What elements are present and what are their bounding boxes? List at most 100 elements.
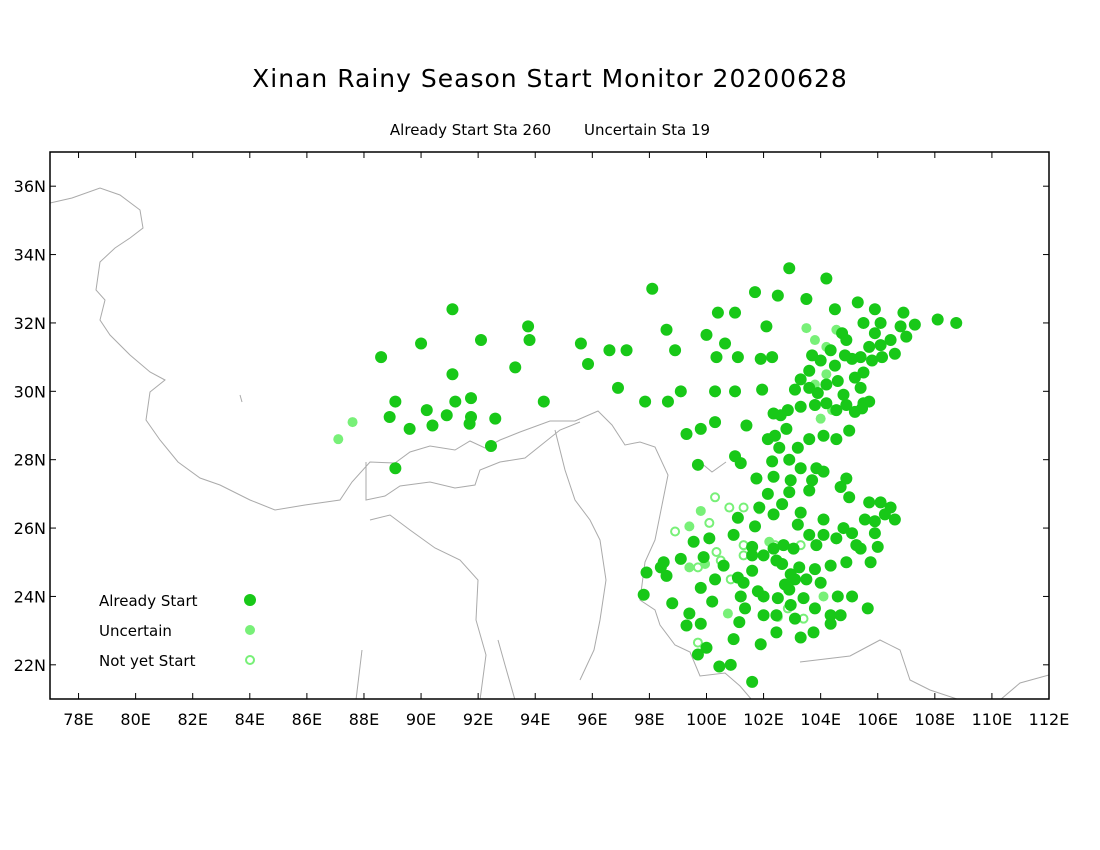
station-already — [767, 508, 780, 521]
station-already — [674, 385, 687, 398]
station-already — [811, 387, 824, 400]
station-already — [814, 354, 827, 367]
border-line — [497, 639, 516, 699]
station-already — [854, 381, 867, 394]
station-already — [846, 590, 859, 603]
station-already — [820, 397, 833, 410]
x-tick-label: 82E — [177, 710, 207, 729]
station-already — [874, 339, 887, 352]
x-tick-label: 78E — [63, 710, 93, 729]
station-already — [771, 592, 784, 605]
map-frame — [49, 151, 1050, 700]
station-already — [484, 440, 497, 453]
uncertain-count: Uncertain Sta 19 — [583, 121, 711, 139]
station-already — [808, 602, 821, 615]
legend-markers — [244, 594, 256, 665]
station-already — [620, 344, 633, 357]
station-already — [709, 416, 722, 429]
station-already — [888, 347, 901, 360]
station-already — [808, 563, 821, 576]
station-already — [449, 395, 462, 408]
border-line — [369, 514, 487, 699]
station-already — [537, 395, 550, 408]
station-already — [724, 658, 737, 671]
station-already — [737, 576, 750, 589]
legend-marker-already — [244, 594, 256, 606]
border-line — [355, 649, 363, 699]
station-already — [770, 626, 783, 639]
station-already — [857, 316, 870, 329]
station-already — [637, 588, 650, 601]
station-already — [522, 320, 535, 333]
station-already — [894, 320, 907, 333]
station-already — [489, 412, 502, 425]
station-already — [717, 559, 730, 572]
y-tick-label: 26N — [14, 519, 46, 538]
legend-label-not-yet: Not yet Start — [99, 652, 196, 670]
station-already — [757, 609, 770, 622]
station-already — [661, 395, 674, 408]
station-already — [806, 474, 819, 487]
station-already — [761, 433, 774, 446]
station-already — [694, 581, 707, 594]
station-already — [700, 328, 713, 341]
station-already — [861, 602, 874, 615]
station-already — [787, 542, 800, 555]
station-already — [713, 660, 726, 673]
station-already — [807, 626, 820, 639]
station-already — [694, 617, 707, 630]
station-already — [808, 398, 821, 411]
x-tick-label: 100E — [686, 710, 727, 729]
station-already — [674, 552, 687, 565]
station-already — [783, 486, 796, 499]
station-already — [871, 540, 884, 553]
station-uncertain — [684, 521, 695, 532]
station-uncertain — [801, 323, 812, 334]
station-already — [794, 373, 807, 386]
station-already — [766, 455, 779, 468]
station-already — [660, 569, 673, 582]
station-already — [931, 313, 944, 326]
station-already — [767, 542, 780, 555]
station-already — [824, 559, 837, 572]
x-tick-label: 86E — [292, 710, 322, 729]
station-uncertain — [722, 608, 733, 619]
station-already — [754, 638, 767, 651]
station-already — [868, 527, 881, 540]
station-already — [803, 484, 816, 497]
y-tick-label: 32N — [14, 314, 46, 333]
station-already — [874, 496, 887, 509]
station-already — [868, 303, 881, 316]
station-already — [420, 404, 433, 417]
station-already — [426, 419, 439, 432]
station-already — [817, 528, 830, 541]
legend-label-uncertain: Uncertain — [99, 622, 172, 640]
station-already — [794, 506, 807, 519]
border-line — [799, 639, 959, 699]
station-already — [773, 441, 786, 454]
x-tick-label: 110E — [972, 710, 1013, 729]
station-already — [770, 609, 783, 622]
station-already — [523, 334, 536, 347]
station-not-yet — [710, 492, 721, 503]
station-already — [824, 617, 837, 630]
x-tick-label: 106E — [857, 710, 898, 729]
already-start-count: Already Start Sta 260 — [389, 121, 552, 139]
station-already — [746, 675, 759, 688]
station-already — [793, 561, 806, 574]
station-already — [803, 433, 816, 446]
station-already — [603, 344, 616, 357]
station-already — [754, 352, 767, 365]
station-already — [709, 385, 722, 398]
station-already — [446, 368, 459, 381]
station-already — [803, 364, 816, 377]
station-already — [783, 583, 796, 596]
station-already — [868, 515, 881, 528]
station-already — [810, 539, 823, 552]
station-already — [803, 528, 816, 541]
station-already — [710, 351, 723, 364]
station-already — [509, 361, 522, 374]
station-already — [824, 344, 837, 357]
